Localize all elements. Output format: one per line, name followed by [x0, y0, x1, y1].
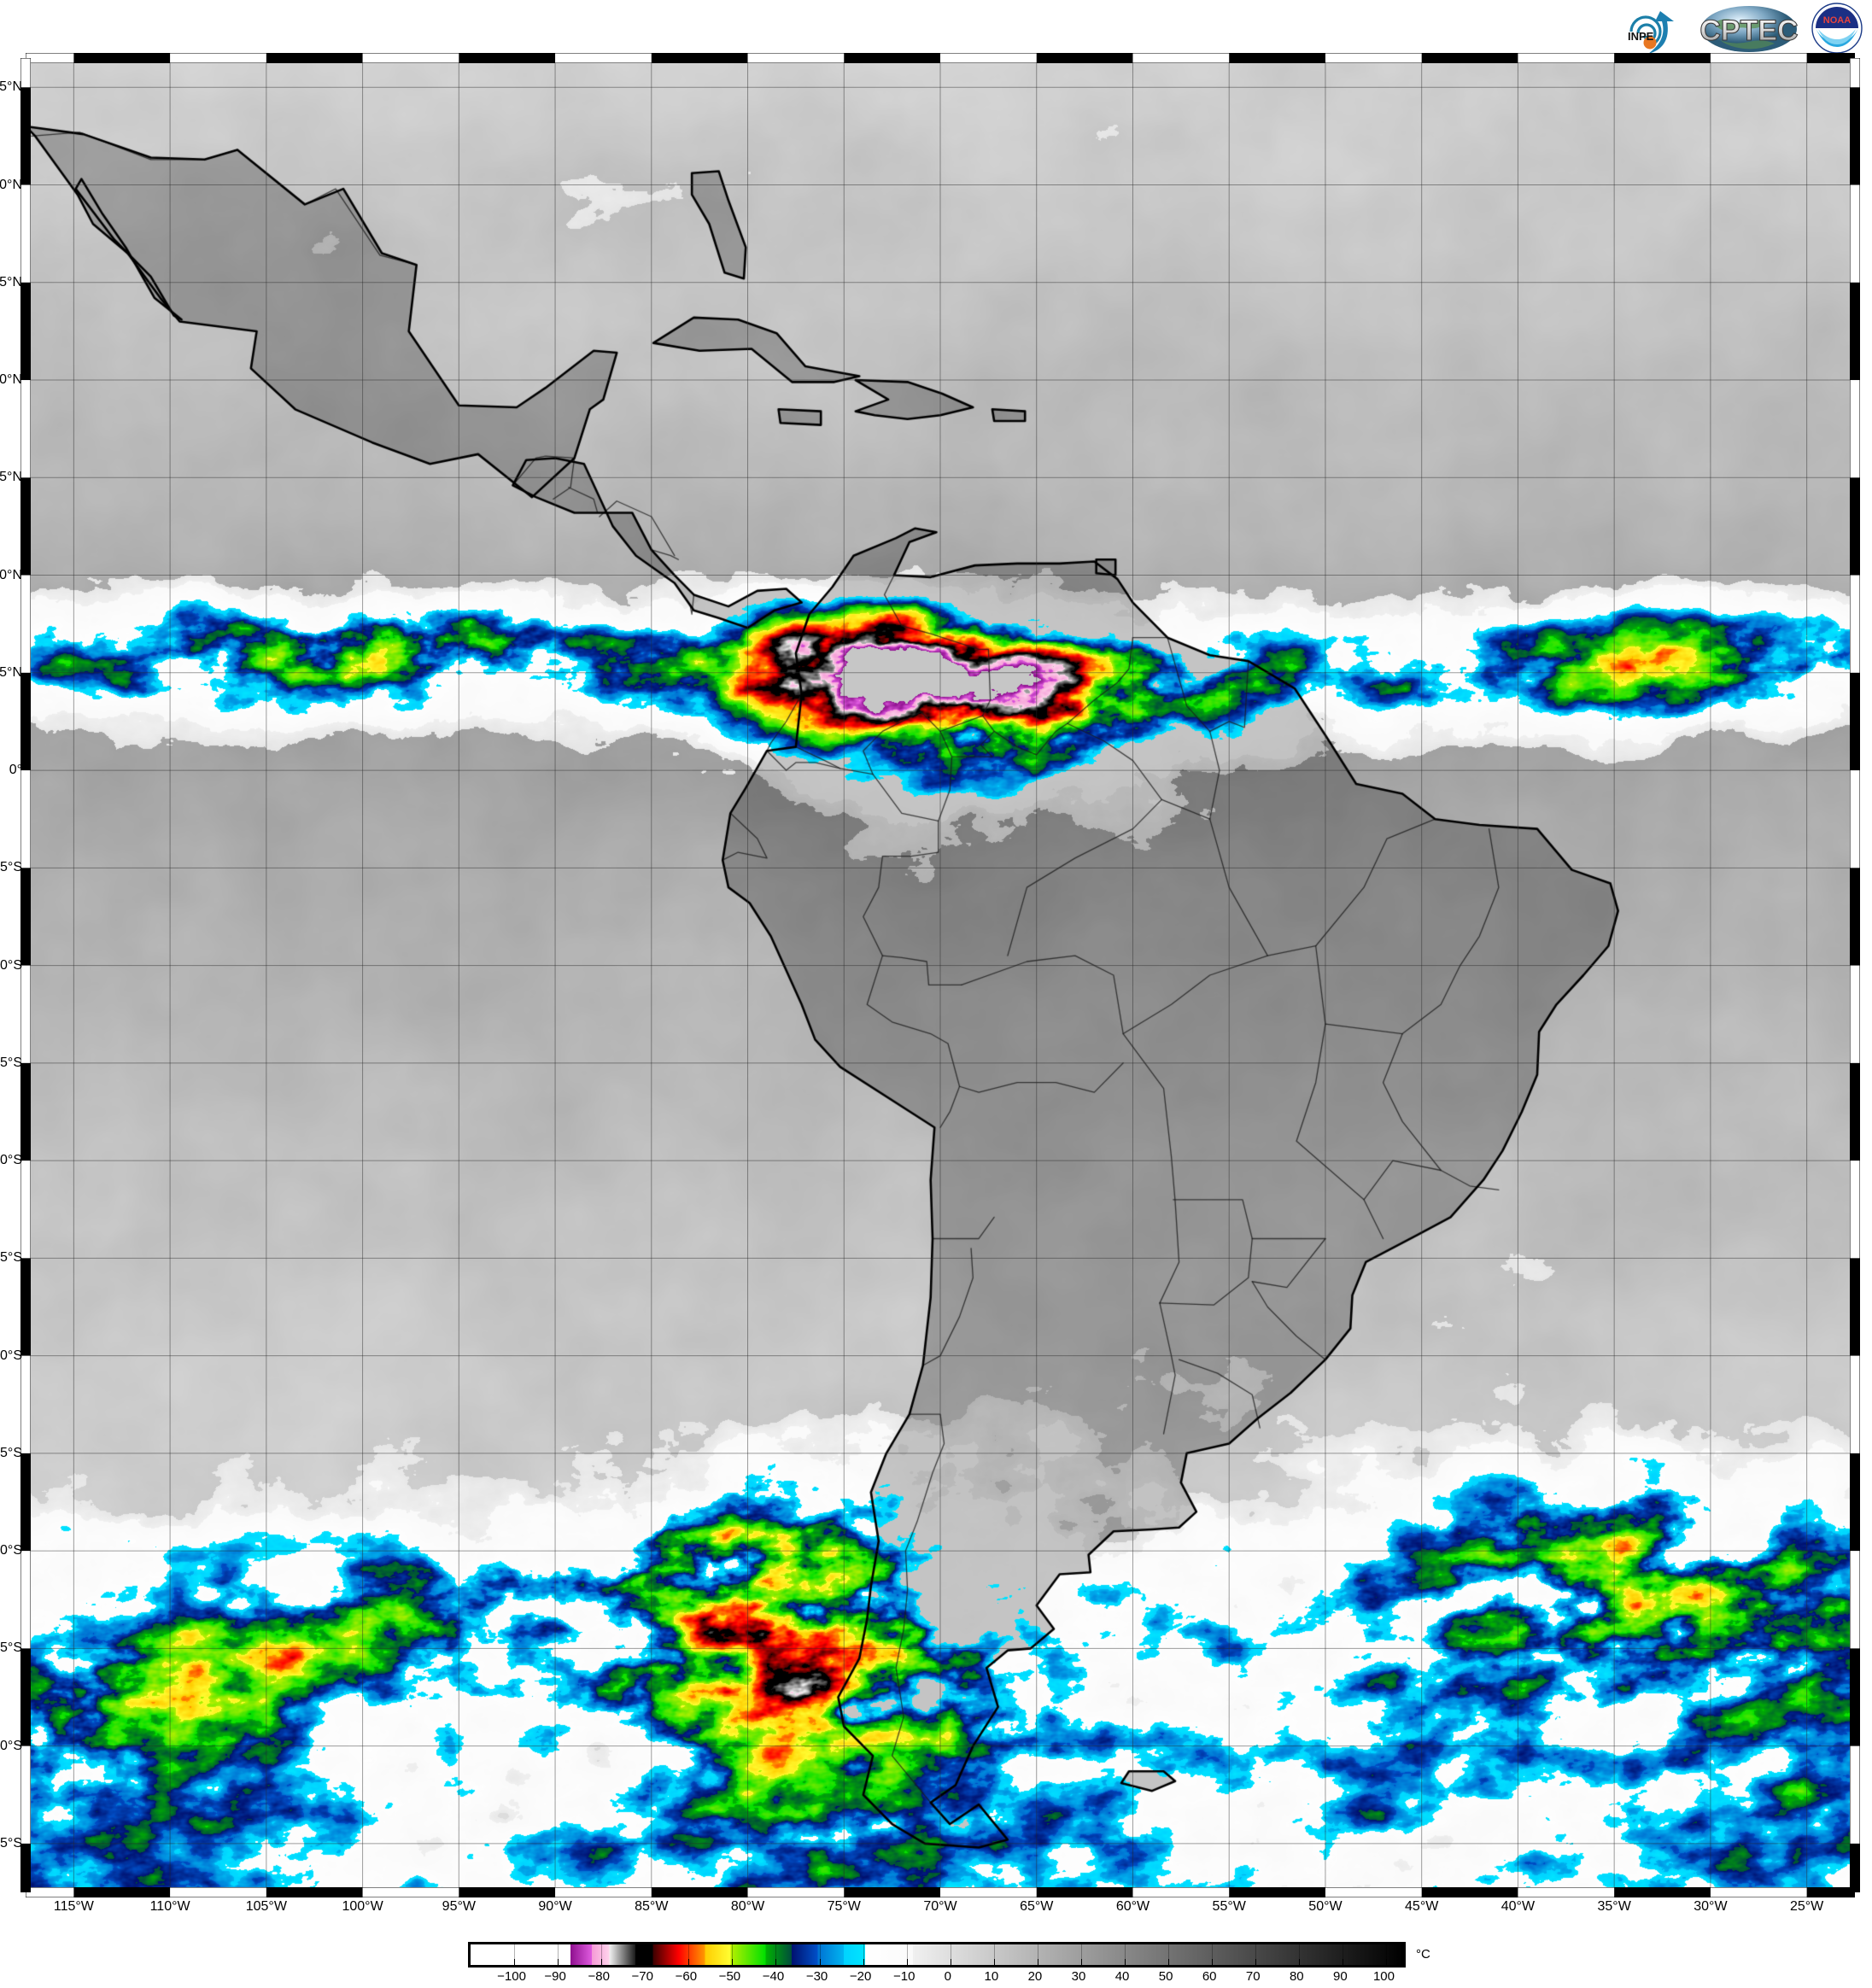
lon-label-110°W: 110°W: [149, 1899, 190, 1914]
colorbar-label-10: 10: [984, 1969, 999, 1984]
lon-label-90°W: 90°W: [538, 1899, 572, 1914]
colorbar-label-100: 100: [1372, 1969, 1395, 1984]
svg-text:NOAA: NOAA: [1823, 15, 1851, 26]
lon-label-100°W: 100°W: [342, 1899, 383, 1914]
lat-label-40°S: 40°S: [0, 1543, 22, 1558]
satellite-map[interactable]: [26, 58, 1855, 1892]
axis-ticks-right: [1850, 58, 1860, 1892]
lon-label-40°W: 40°W: [1501, 1899, 1536, 1914]
lon-label-85°W: 85°W: [635, 1899, 669, 1914]
lat-label-15°S: 15°S: [0, 1055, 22, 1070]
lon-label-45°W: 45°W: [1405, 1899, 1439, 1914]
lat-label-15°N: 15°N: [0, 470, 22, 485]
cptec-logo: CPTEC: [1699, 6, 1799, 52]
lon-label-50°W: 50°W: [1308, 1899, 1343, 1914]
colorbar-label-40: 40: [1114, 1969, 1130, 1984]
lat-label-10°N: 10°N: [0, 567, 22, 582]
colorbar-unit-label: °C: [1416, 1947, 1430, 1962]
lat-label-35°S: 35°S: [0, 1445, 22, 1460]
lon-label-115°W: 115°W: [53, 1899, 94, 1914]
colorbar-label--30: −30: [805, 1969, 828, 1984]
lat-label-25°S: 25°S: [0, 1250, 22, 1266]
colorbar-label-20: 20: [1027, 1969, 1043, 1984]
axis-ticks-bottom: [26, 1887, 1855, 1897]
lat-label-25°N: 25°N: [0, 274, 22, 289]
colorbar-label-80: 80: [1289, 1969, 1304, 1984]
lat-label-35°N: 35°N: [0, 79, 22, 95]
colorbar-label--40: −40: [762, 1969, 785, 1984]
svg-text:INPE: INPE: [1628, 30, 1654, 43]
lon-label-60°W: 60°W: [1115, 1899, 1150, 1914]
colorbar-label--20: −20: [849, 1969, 872, 1984]
lon-label-80°W: 80°W: [730, 1899, 765, 1914]
lat-label-5°N: 5°N: [0, 664, 22, 680]
lon-label-55°W: 55°W: [1212, 1899, 1246, 1914]
header: GOES16 - CANAL_07 (3.90 microns) América…: [0, 0, 1872, 160]
inpe-logo: INPE: [1628, 11, 1674, 54]
colorbar-label-70: 70: [1245, 1969, 1261, 1984]
colorbar-gradient: [471, 1944, 1403, 1965]
lon-label-95°W: 95°W: [442, 1899, 476, 1914]
lon-label-35°W: 35°W: [1597, 1899, 1631, 1914]
colorbar-label-60: 60: [1202, 1969, 1217, 1984]
lon-label-70°W: 70°W: [923, 1899, 957, 1914]
lon-label-75°W: 75°W: [827, 1899, 861, 1914]
lon-label-30°W: 30°W: [1694, 1899, 1728, 1914]
lat-label-30°S: 30°S: [0, 1348, 22, 1363]
colorbar-label--70: −70: [631, 1969, 653, 1984]
colorbar-label--50: −50: [718, 1969, 741, 1984]
colorbar-section: −100 −90 −80 −70 −60 −50 −40 −30 −20 −10 0 10 20 30 40…: [0, 1938, 1872, 1988]
satellite-imagery-canvas: [26, 58, 1855, 1892]
colorbar-label-30: 30: [1071, 1969, 1086, 1984]
lat-label-50°S: 50°S: [0, 1738, 22, 1753]
lat-label-30°N: 30°N: [0, 177, 22, 192]
colorbar-label--100: −100: [497, 1969, 526, 1984]
lat-label-45°S: 45°S: [0, 1640, 22, 1656]
lon-label-25°W: 25°W: [1789, 1899, 1824, 1914]
axis-ticks-top: [26, 53, 1855, 63]
lon-label-65°W: 65°W: [1020, 1899, 1054, 1914]
noaa-logo: NOAA: [1811, 3, 1863, 54]
colorbar-label-50: 50: [1158, 1969, 1173, 1984]
colorbar-label--80: −80: [588, 1969, 610, 1984]
colorbar-label-90: 90: [1333, 1969, 1348, 1984]
lat-label-20°S: 20°S: [0, 1153, 22, 1168]
lat-label-0°: 0°: [9, 763, 22, 778]
colorbar-label--90: −90: [544, 1969, 566, 1984]
lat-label-5°S: 5°S: [0, 860, 22, 875]
colorbar-label--10: −10: [892, 1969, 916, 1984]
lon-label-105°W: 105°W: [245, 1899, 287, 1914]
lat-label-10°S: 10°S: [0, 957, 22, 973]
lat-label-55°S: 55°S: [0, 1835, 22, 1851]
temperature-colorbar[interactable]: [468, 1942, 1406, 1968]
logo-group: INPE: [1621, 2, 1863, 55]
colorbar-label--60: −60: [675, 1969, 698, 1984]
axis-ticks-left: [20, 58, 31, 1892]
colorbar-label-0: 0: [944, 1969, 951, 1984]
lat-label-20°N: 20°N: [0, 372, 22, 388]
svg-text:CPTEC: CPTEC: [1699, 15, 1798, 47]
